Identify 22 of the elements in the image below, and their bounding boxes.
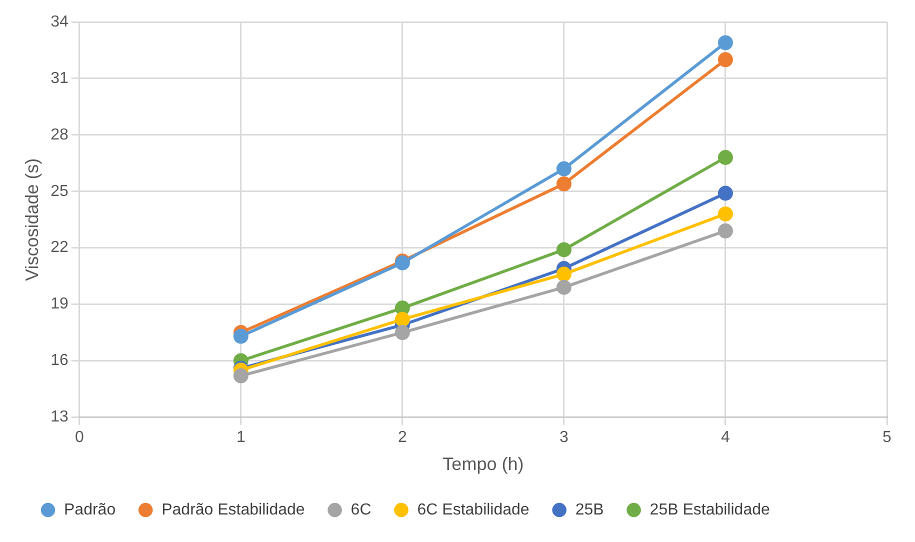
y-tick-label: 25 <box>50 182 68 200</box>
y-tick-label: 28 <box>50 126 68 144</box>
legend-label: Padrão <box>64 501 116 518</box>
legend-label: 25B Estabilidade <box>650 501 770 518</box>
y-tick-label: 34 <box>50 13 68 30</box>
x-axis-title: Tempo (h) <box>442 454 524 474</box>
y-tick-label: 13 <box>50 408 68 426</box>
legend-label: 6C Estabilidade <box>417 501 530 518</box>
x-tick-label: 2 <box>398 429 407 446</box>
x-tick-label: 5 <box>882 429 892 446</box>
legend-label: 25B <box>575 501 604 518</box>
y-axis-title: Viscosidade (s) <box>22 158 42 281</box>
y-tick-label: 16 <box>50 352 68 370</box>
x-tick-label: 1 <box>236 429 246 446</box>
x-tick-label: 4 <box>721 429 730 446</box>
y-tick-label: 19 <box>50 296 68 313</box>
legend-label: Padrão Estabilidade <box>162 501 305 518</box>
legend-label: 6C <box>350 501 372 518</box>
x-tick-label: 3 <box>560 429 569 446</box>
y-tick-label: 22 <box>50 239 68 256</box>
y-tick-label: 31 <box>50 70 68 87</box>
x-tick-label: 0 <box>74 429 84 446</box>
